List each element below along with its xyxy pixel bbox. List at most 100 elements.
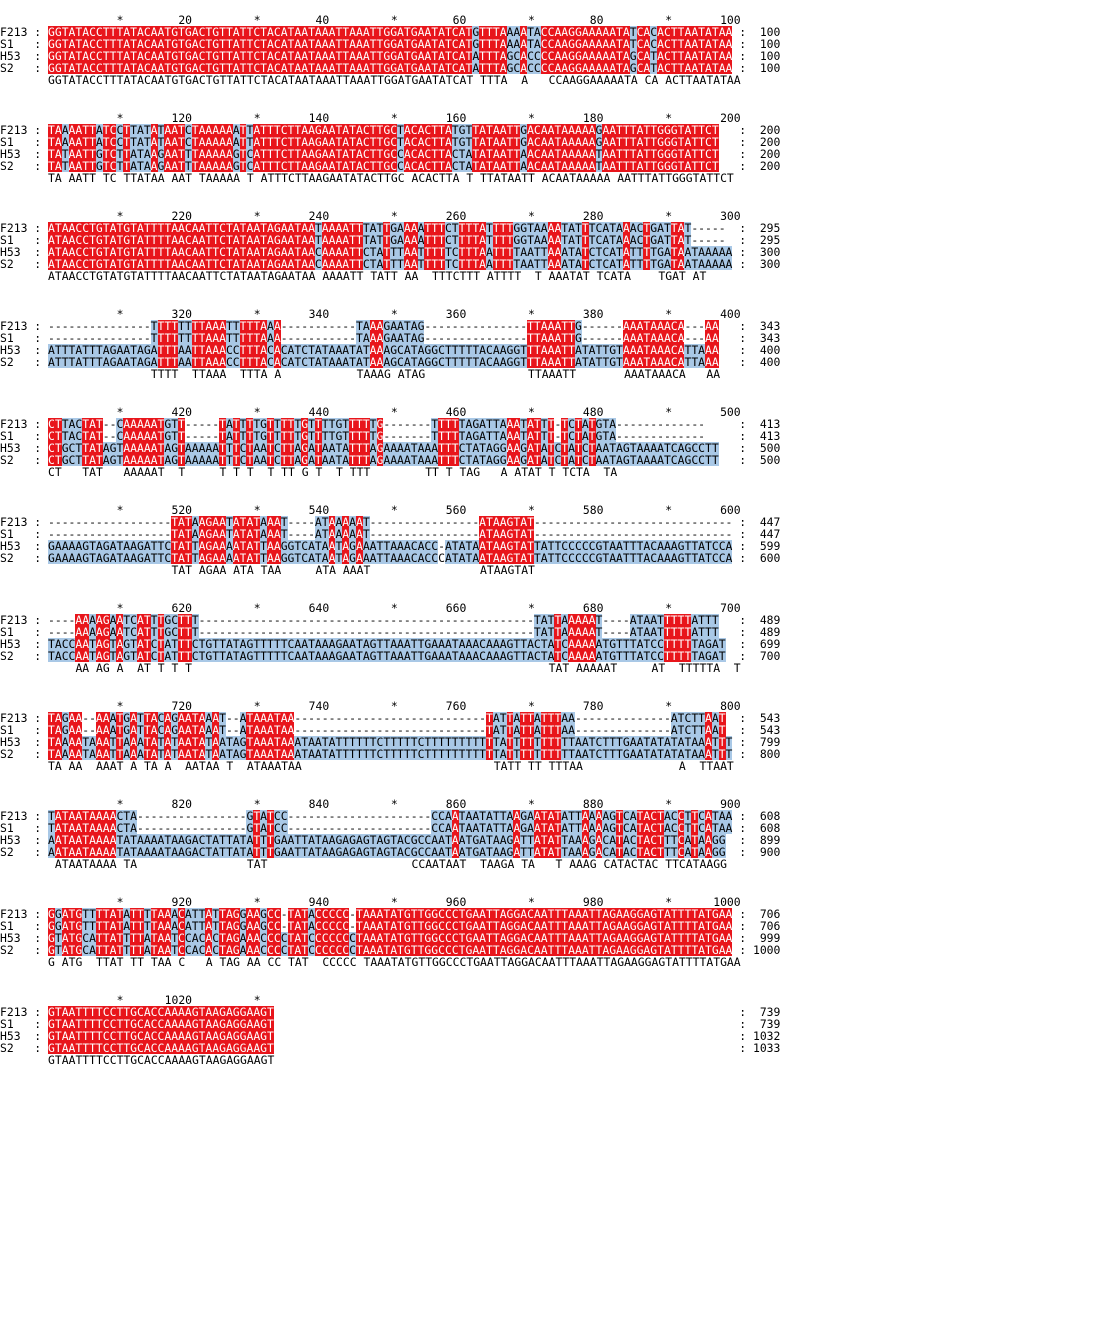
residue: A	[527, 820, 534, 835]
residue: A	[68, 147, 76, 162]
residue: A	[123, 551, 131, 566]
residue: A	[540, 942, 548, 957]
residue	[418, 1018, 425, 1030]
residue: A	[178, 1040, 185, 1055]
residue: T	[130, 930, 137, 945]
residue: G	[157, 147, 165, 162]
residue: A	[492, 514, 500, 529]
residue: T	[198, 637, 206, 651]
sequence-residues: GGATGTTTTATATTTTAAACATTATTAGGAAGCC-TATAC…	[48, 919, 732, 933]
residue: A	[547, 355, 555, 370]
residue: T	[561, 441, 569, 456]
residue: A	[355, 159, 363, 174]
residue: A	[403, 221, 411, 235]
residue: A	[267, 49, 274, 64]
residue: T	[157, 429, 165, 443]
residue: A	[95, 832, 103, 847]
residue: T	[198, 918, 206, 933]
residue: T	[486, 845, 493, 859]
residue: T	[670, 734, 678, 749]
residue: -	[410, 514, 418, 529]
residue: G	[410, 37, 418, 52]
residue	[554, 1006, 561, 1018]
residue: T	[643, 233, 651, 248]
residue: A	[232, 734, 240, 749]
residue: C	[650, 37, 658, 52]
residue: A	[417, 551, 425, 566]
residue: T	[287, 123, 295, 138]
residue: T	[554, 135, 562, 150]
residue: A	[68, 808, 76, 823]
residue	[315, 1018, 322, 1030]
residue: -	[82, 710, 90, 725]
residue: -	[191, 416, 199, 431]
residue: T	[205, 257, 213, 272]
residue: A	[116, 624, 124, 639]
residue: G	[609, 906, 617, 921]
residue: A	[581, 808, 589, 823]
residue: A	[321, 441, 329, 456]
sequence-alignment-view: * 20 * 40 * 60 * 80 * 100 F213 : GGTATACC…	[0, 14, 780, 1091]
residue: -	[424, 722, 432, 737]
residue: A	[328, 734, 336, 749]
sequence-name: H53	[0, 637, 28, 651]
residue: C	[75, 416, 83, 431]
residue: T	[143, 612, 151, 627]
residue: T	[574, 808, 582, 823]
residue: -	[48, 318, 55, 333]
residue: A	[212, 123, 220, 138]
residue: G	[61, 441, 69, 456]
residue	[671, 1018, 678, 1030]
residue: A	[294, 441, 302, 456]
residue: A	[253, 1016, 261, 1031]
residue: -	[212, 624, 220, 639]
residue: T	[547, 441, 555, 456]
residue: T	[376, 123, 384, 138]
residue: G	[520, 233, 528, 248]
residue: T	[705, 624, 712, 639]
residue: T	[595, 612, 603, 627]
residue: T	[677, 942, 685, 957]
residue	[616, 1042, 623, 1054]
residue: -	[390, 526, 398, 541]
residue: -	[588, 710, 596, 725]
residue	[541, 1006, 548, 1018]
residue: A	[301, 37, 309, 52]
residue: T	[349, 123, 356, 138]
residue: T	[157, 257, 165, 272]
residue: C	[711, 551, 719, 566]
residue: A	[595, 49, 603, 64]
residue: T	[362, 233, 370, 248]
residue: -	[143, 514, 151, 529]
sequence-name: S2	[0, 551, 28, 566]
residue: T	[362, 441, 370, 456]
residue: A	[458, 649, 466, 664]
residue: G	[711, 832, 719, 847]
residue: C	[157, 1016, 165, 1031]
residue: T	[191, 612, 199, 627]
residue: G	[130, 1004, 137, 1019]
residue: A	[328, 526, 336, 541]
residue	[705, 1006, 712, 1018]
residue: T	[698, 722, 706, 737]
residue: T	[225, 441, 233, 456]
residue: A	[581, 612, 589, 627]
residue: A	[403, 637, 411, 651]
residue: T	[643, 355, 651, 370]
residue: T	[89, 343, 96, 358]
residue: C	[191, 649, 199, 664]
residue: A	[212, 1028, 220, 1043]
residue: A	[61, 1040, 69, 1055]
residue: T	[116, 61, 124, 76]
residue: A	[520, 930, 528, 945]
sequence-row: S2 : CTGCTTATAGTAAAAATAGTAAAAATTTCTAATCT…	[0, 453, 781, 468]
residue: T	[376, 61, 384, 76]
residue: T	[581, 343, 589, 358]
residue: T	[178, 441, 185, 456]
residue: -	[130, 318, 137, 333]
residue: A	[609, 257, 617, 272]
residue: A	[212, 147, 220, 162]
residue: T	[383, 906, 391, 921]
residue: -	[650, 416, 658, 431]
residue: A	[684, 25, 692, 40]
